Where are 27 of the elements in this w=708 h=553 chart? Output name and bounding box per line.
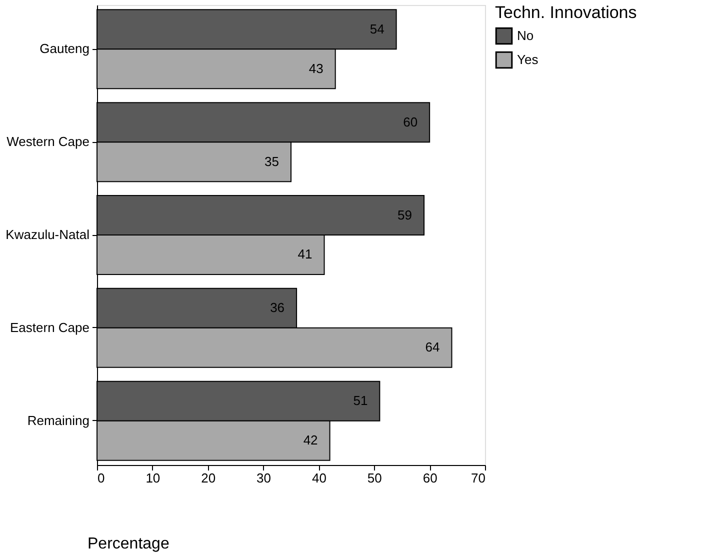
x-axis-title: Percentage bbox=[88, 536, 170, 552]
y-tick-label: Kwazulu-Natal bbox=[6, 227, 90, 242]
data-label: 42 bbox=[303, 432, 318, 448]
legend-title: Techn. Innovations bbox=[495, 3, 637, 22]
x-tick-label: 70 bbox=[471, 470, 486, 486]
x-tick-label: 50 bbox=[367, 470, 382, 486]
y-tick-label: Gauteng bbox=[40, 41, 90, 56]
data-label: 41 bbox=[298, 246, 312, 262]
data-label: 43 bbox=[308, 60, 324, 76]
data-label: 59 bbox=[398, 207, 412, 222]
x-tick-label: 0 bbox=[98, 470, 105, 486]
legend-label: Yes bbox=[517, 52, 539, 67]
data-label: 54 bbox=[370, 21, 384, 36]
legend-label: No bbox=[517, 28, 534, 43]
x-tick-label: 40 bbox=[312, 470, 326, 486]
x-tick-label: 10 bbox=[146, 470, 160, 486]
y-tick-label: Eastern Cape bbox=[10, 320, 90, 335]
data-label: 64 bbox=[425, 340, 440, 355]
x-tick-label: 60 bbox=[422, 470, 438, 486]
data-label: 51 bbox=[353, 393, 368, 408]
x-tick-label: 20 bbox=[201, 470, 216, 486]
data-label: 60 bbox=[403, 114, 418, 130]
data-label: 35 bbox=[264, 154, 279, 169]
data-label: 36 bbox=[270, 300, 285, 316]
x-tick-label: 30 bbox=[256, 470, 272, 486]
y-tick-label: Western Cape bbox=[6, 134, 90, 150]
y-tick-label: Remaining bbox=[27, 412, 90, 428]
